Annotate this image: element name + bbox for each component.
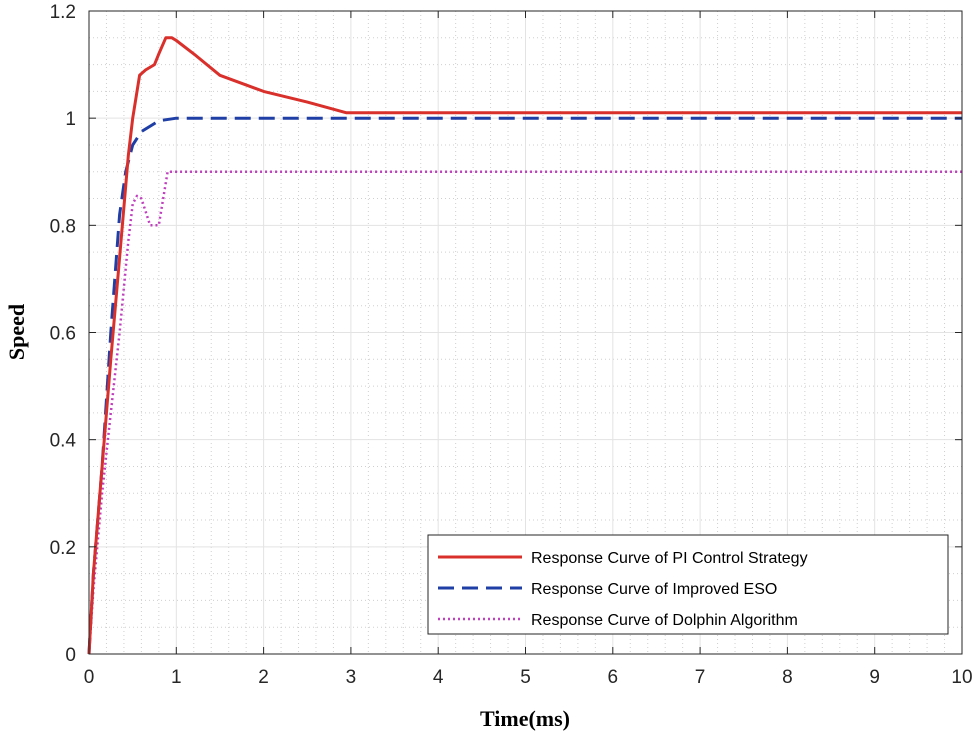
legend-label-2: Response Curve of Improved ESO (531, 581, 777, 598)
y-tick-label: 0 (65, 645, 76, 666)
x-tick-label: 7 (695, 667, 706, 688)
series-line-3 (87, 170, 962, 655)
x-axis-title: Time(ms) (480, 706, 570, 731)
x-tick-label: 10 (951, 667, 972, 688)
x-tick-label: 0 (84, 667, 95, 688)
x-tick-label: 6 (608, 667, 619, 688)
series-lines (87, 36, 962, 655)
x-tick-label: 9 (869, 667, 880, 688)
x-tick-label: 3 (346, 667, 357, 688)
legend-label-1: Response Curve of PI Control Strategy (531, 550, 808, 567)
x-tick-label: 1 (171, 667, 182, 688)
series-line-1 (87, 36, 962, 655)
axis-ticks: 0 1 2 3 4 5 6 7 8 9 10 0 0.2 0.4 0.6 0.8 1 1.2 (50, 2, 973, 688)
y-tick-label: 0.8 (50, 216, 76, 237)
x-tick-label: 2 (258, 667, 269, 688)
y-tick-label: 1 (65, 109, 76, 130)
legend-label-3: Response Curve of Dolphin Algorithm (531, 612, 798, 629)
y-tick-label: 0.6 (50, 324, 76, 345)
x-tick-label: 5 (520, 667, 531, 688)
legend-box (427, 534, 949, 635)
y-tick-label: 0.2 (50, 538, 76, 559)
y-axis-title: Speed (4, 304, 29, 360)
legend: Response Curve of PI Control Strategy Res… (427, 534, 949, 635)
x-tick-label: 4 (433, 667, 444, 688)
y-tick-label: 1.2 (50, 2, 76, 23)
y-tick-label: 0.4 (50, 431, 77, 452)
x-tick-label: 8 (782, 667, 793, 688)
